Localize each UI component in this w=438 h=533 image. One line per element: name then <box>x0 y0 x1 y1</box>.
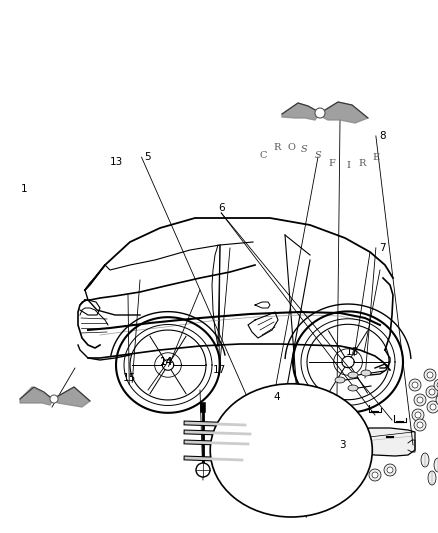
Circle shape <box>414 394 426 406</box>
Text: 3: 3 <box>339 440 346 450</box>
Circle shape <box>417 422 423 428</box>
Text: F: F <box>328 158 336 167</box>
Text: R: R <box>358 158 366 167</box>
Text: I: I <box>346 160 350 169</box>
Text: 7: 7 <box>379 243 385 253</box>
Circle shape <box>339 454 351 466</box>
Circle shape <box>414 419 426 431</box>
Circle shape <box>427 372 433 378</box>
Circle shape <box>387 467 393 473</box>
Ellipse shape <box>428 471 436 485</box>
Ellipse shape <box>348 372 358 378</box>
Polygon shape <box>20 387 54 405</box>
Text: 6: 6 <box>218 203 225 213</box>
Circle shape <box>334 464 346 476</box>
Circle shape <box>430 404 436 410</box>
Ellipse shape <box>361 370 371 376</box>
Circle shape <box>372 472 378 478</box>
Text: O: O <box>287 143 295 152</box>
Circle shape <box>196 463 210 477</box>
Text: 18: 18 <box>346 347 359 357</box>
Text: 5: 5 <box>145 152 151 162</box>
Circle shape <box>354 462 366 474</box>
Ellipse shape <box>335 377 345 383</box>
Circle shape <box>409 379 421 391</box>
Text: 1: 1 <box>21 184 28 194</box>
Circle shape <box>434 379 438 391</box>
Ellipse shape <box>210 384 372 517</box>
Circle shape <box>415 412 421 418</box>
Circle shape <box>357 465 363 471</box>
Polygon shape <box>320 102 368 123</box>
Circle shape <box>436 394 438 406</box>
Text: 8: 8 <box>379 131 385 141</box>
Text: 14: 14 <box>160 358 173 367</box>
Circle shape <box>384 464 396 476</box>
Circle shape <box>369 469 381 481</box>
Ellipse shape <box>421 453 429 467</box>
Text: 17: 17 <box>212 366 226 375</box>
Text: R: R <box>273 143 281 152</box>
Polygon shape <box>282 103 320 120</box>
Circle shape <box>429 389 435 395</box>
Circle shape <box>50 395 58 403</box>
Text: C: C <box>259 150 267 159</box>
Polygon shape <box>320 428 415 456</box>
Ellipse shape <box>348 385 358 391</box>
Text: 14: 14 <box>160 358 173 367</box>
Circle shape <box>342 457 348 463</box>
Text: E: E <box>372 154 380 163</box>
Circle shape <box>424 369 436 381</box>
Circle shape <box>337 467 343 473</box>
Circle shape <box>412 409 424 421</box>
Polygon shape <box>54 387 90 407</box>
Circle shape <box>315 108 325 118</box>
Circle shape <box>437 382 438 388</box>
Polygon shape <box>260 417 290 465</box>
Circle shape <box>412 382 418 388</box>
Text: 4: 4 <box>274 392 280 402</box>
Ellipse shape <box>434 458 438 472</box>
Circle shape <box>417 397 423 403</box>
Circle shape <box>426 386 438 398</box>
Circle shape <box>427 401 438 413</box>
Text: 15: 15 <box>123 374 136 383</box>
Text: S: S <box>314 151 321 160</box>
Text: 13: 13 <box>110 157 123 167</box>
Text: S: S <box>301 146 307 155</box>
